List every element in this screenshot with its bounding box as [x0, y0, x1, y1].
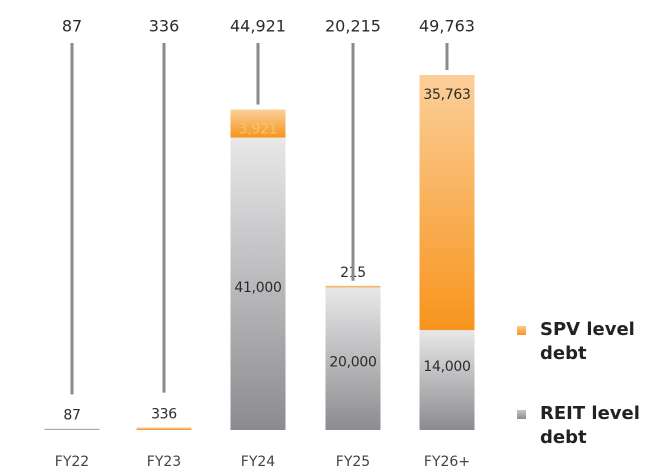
legend-swatch — [517, 326, 526, 335]
bar-segment — [230, 137, 286, 430]
total-label: 20,215 — [325, 17, 381, 36]
legend-swatch — [517, 410, 526, 419]
segment-label: 3,921 — [239, 122, 278, 138]
segment-label: 87 — [63, 408, 80, 424]
total-label: 87 — [62, 17, 82, 36]
x-tick-label: FY24 — [241, 454, 276, 470]
segment-label: 20,000 — [329, 355, 376, 371]
total-label: 44,921 — [230, 17, 286, 36]
total-label: 336 — [149, 17, 180, 36]
bar-segment — [44, 428, 100, 430]
x-tick-label: FY23 — [147, 454, 181, 470]
segment-label: 14,000 — [423, 359, 470, 375]
legend-label: REIT level debt — [540, 403, 640, 448]
segment-label: 336 — [151, 407, 177, 423]
bar-segment — [325, 287, 381, 430]
bar-segment — [230, 109, 286, 138]
total-label: 49,763 — [419, 17, 475, 36]
legend-item: SPV level debt — [517, 318, 664, 366]
segment-label: 35,763 — [423, 87, 470, 103]
x-tick-label: FY22 — [55, 454, 89, 470]
legend-item: REIT level debt — [517, 402, 664, 450]
bar-segment — [419, 330, 475, 430]
bar-segment — [419, 75, 475, 331]
legend-label: SPV level debt — [540, 319, 635, 364]
x-tick-label: FY25 — [336, 454, 370, 470]
x-tick-label: FY26+ — [424, 454, 470, 470]
segment-label: 41,000 — [234, 280, 281, 296]
bar-segment — [136, 427, 192, 430]
bar-segment — [325, 285, 381, 288]
